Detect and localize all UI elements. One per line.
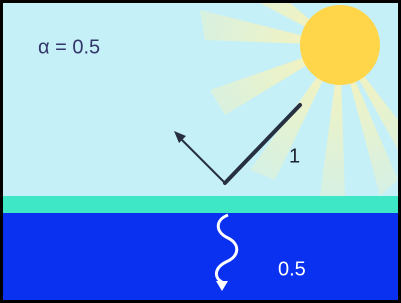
sun bbox=[300, 5, 380, 85]
incoming-label: 1 bbox=[289, 145, 300, 167]
albedo-label: α = 0.5 bbox=[38, 36, 100, 58]
absorbed-label: 0.5 bbox=[278, 258, 306, 280]
ocean bbox=[3, 213, 398, 300]
surface-strip bbox=[3, 196, 398, 213]
albedo-diagram: α = 0.5 1 0.5 bbox=[0, 0, 401, 303]
